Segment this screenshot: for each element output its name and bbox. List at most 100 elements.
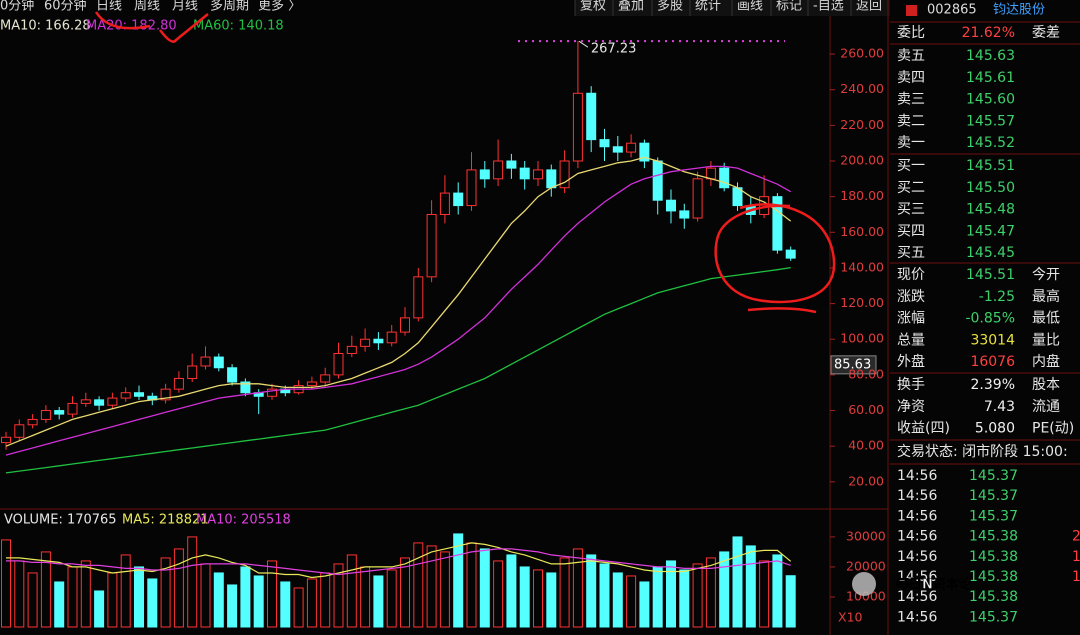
volume-bar — [67, 566, 78, 628]
volume-bar — [1, 539, 11, 628]
period-tab[interactable]: 0分钟 — [0, 0, 34, 14]
candle-body — [386, 331, 397, 344]
hand-drawn-circle — [714, 203, 836, 304]
period-tab[interactable]: 60分钟 — [44, 0, 87, 14]
candle-body — [54, 410, 65, 415]
book-label: 买二 — [897, 180, 925, 196]
period-tab[interactable]: 更多 〉 — [258, 0, 301, 14]
tick-time: 14:56 — [897, 549, 937, 565]
volume-bar — [187, 536, 198, 628]
legend-entry: MA60: 140.18 — [193, 19, 284, 34]
y-tick-label: 20000 — [846, 558, 886, 573]
volume-bar — [426, 545, 437, 628]
stat-value: 5.080 — [975, 421, 1015, 437]
book-price: 145.45 — [966, 245, 1015, 261]
volume-legend: MA5: 218821 — [122, 513, 209, 528]
volume-bar — [160, 557, 171, 628]
y-tick-label: 60.00 — [848, 402, 884, 417]
volume-bar — [679, 569, 690, 628]
toolbar-button[interactable]: 多股 — [657, 0, 683, 14]
candle-body — [227, 367, 238, 383]
period-tab[interactable]: 月线 — [172, 0, 198, 14]
stat-label: 内盘 — [1032, 353, 1060, 370]
volume-bar — [227, 584, 238, 628]
peak-label: 267.23 — [591, 42, 637, 57]
book-label: 卖一 — [897, 135, 925, 151]
candle-body — [346, 345, 357, 354]
book-label: 卖五 — [897, 48, 925, 64]
book-label: 卖四 — [897, 70, 925, 86]
volume-bar — [173, 548, 184, 628]
volume-bar — [14, 560, 25, 628]
hand-drawn-mark — [94, 11, 151, 30]
stat-label: 收益(四) — [897, 421, 950, 437]
volume-bar — [759, 560, 770, 628]
hand-drawn-mark — [159, 13, 209, 43]
candle-body — [666, 199, 676, 212]
toolbar-button[interactable]: 标记 — [776, 0, 802, 14]
candle-body — [107, 397, 118, 406]
stat-label: 换手 — [897, 376, 925, 393]
tick-volume: 1 — [1072, 569, 1080, 585]
stat-label: 涨跌 — [897, 289, 925, 305]
candle-body — [134, 392, 144, 397]
volume-bar — [785, 575, 796, 628]
y-tick-label: 20.00 — [848, 473, 884, 488]
period-tab[interactable]: 日线 — [96, 0, 122, 14]
volume-bar — [320, 572, 331, 628]
volume-bar — [40, 551, 51, 628]
tick-time: 14:56 — [897, 468, 937, 484]
toolbar-button[interactable]: 统计 — [695, 0, 721, 14]
volume-bar — [306, 578, 317, 628]
y-tick-label: 40.00 — [848, 438, 884, 453]
ratio-label: 委比 — [897, 25, 925, 41]
candle-body — [572, 92, 583, 162]
candle-body — [213, 356, 224, 369]
tick-time: 14:56 — [897, 508, 937, 524]
candle-body — [453, 192, 464, 207]
tick-time: 14:56 — [897, 488, 937, 504]
tick-price: 145.38 — [969, 589, 1018, 605]
toolbar-button[interactable]: 返回 — [856, 0, 882, 14]
volume-bar — [719, 551, 730, 628]
book-price: 145.47 — [966, 223, 1015, 239]
volume-bar — [80, 560, 91, 628]
candle-body — [652, 160, 663, 201]
tick-time: 14:56 — [897, 569, 937, 585]
book-price: 145.63 — [966, 48, 1015, 64]
tick-time: 14:56 — [897, 609, 937, 625]
stat-label: 最高 — [1032, 288, 1060, 305]
stat-label: 流通 — [1032, 399, 1060, 415]
candle-body — [94, 399, 105, 406]
candle-body — [400, 317, 410, 333]
volume-bar — [240, 566, 251, 628]
volume-bar — [453, 533, 464, 628]
tick-price: 145.37 — [969, 468, 1018, 484]
candle-body — [479, 169, 490, 180]
volume-bar — [519, 566, 530, 628]
candle-body — [705, 167, 716, 180]
volume-bar — [493, 560, 504, 628]
toolbar-button[interactable]: 叠加 — [618, 0, 644, 14]
tick-price: 145.38 — [969, 569, 1018, 585]
volume-bar — [479, 548, 490, 628]
toolbar-button[interactable]: -自选 — [813, 0, 844, 14]
period-tab[interactable]: 多周期 — [210, 0, 249, 14]
tick-price: 145.37 — [969, 609, 1018, 625]
volume-bar — [373, 575, 384, 628]
toolbar-button[interactable]: 复权 — [580, 0, 606, 14]
volume-bar — [586, 554, 597, 628]
tick-price: 145.38 — [969, 549, 1018, 565]
crosshair-box — [830, 355, 877, 375]
stat-label: 最低 — [1032, 311, 1060, 327]
toolbar-button[interactable]: 画线 — [737, 0, 763, 14]
candle-body — [360, 338, 371, 347]
volume-bar — [147, 578, 158, 628]
volume-bar — [652, 566, 663, 628]
ma-line — [5, 266, 791, 474]
stat-label: 净资 — [897, 399, 925, 415]
period-tab[interactable]: 周线 — [134, 0, 160, 14]
